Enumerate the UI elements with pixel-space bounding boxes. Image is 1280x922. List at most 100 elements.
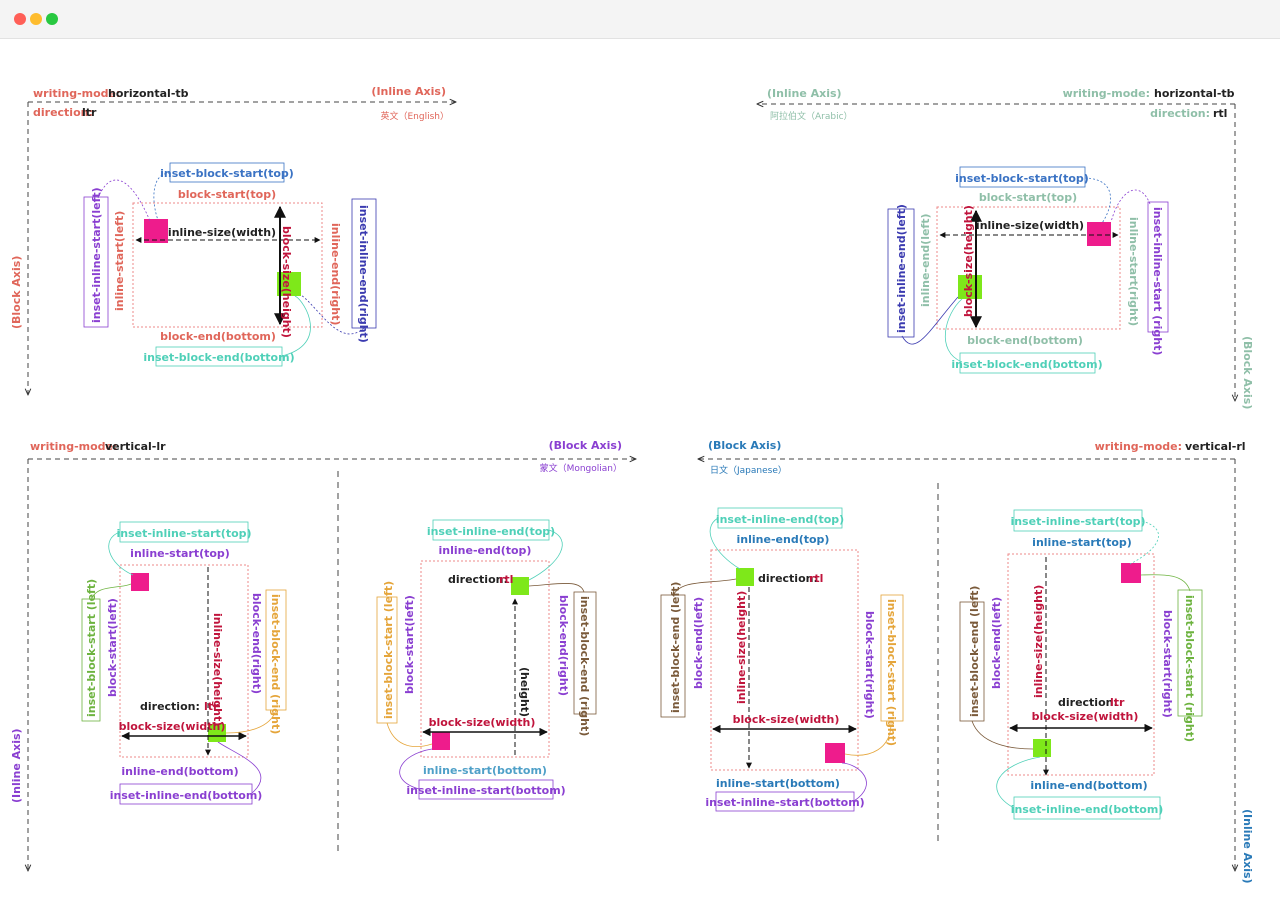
- q3-writing-mode-key: writing-mode:: [30, 440, 117, 453]
- q2-inset-inline-start: inset-inline-start (right): [1151, 207, 1164, 355]
- q3b-connector-inline-end: [528, 529, 563, 581]
- q4-block-axis-label: (Block Axis): [708, 439, 781, 452]
- q4a-inset-block-end: inset-block-end (left): [669, 582, 682, 713]
- minimize-window-dot[interactable]: [30, 13, 42, 25]
- q3a-inset-inline-end: inset-inline-end(bottom): [110, 789, 263, 802]
- q4-writing-mode-key: writing-mode:: [1095, 440, 1182, 453]
- q3a-inset-block-end: inset-block-end (right): [269, 594, 282, 734]
- q1-inset-block-end-box: [155, 346, 283, 367]
- maximize-window-dot[interactable]: [46, 13, 58, 25]
- q4a-inline-start: inline-start(bottom): [716, 777, 840, 790]
- q3a-block-end: block-end(right): [250, 593, 263, 694]
- q4b-connector-block-end: [971, 720, 1034, 750]
- q3-writing-mode-value: vertical-lr: [105, 440, 166, 453]
- q3b-direction-key: direction:: [448, 573, 508, 586]
- q1-inset-block-start: inset-block-start(top): [160, 167, 294, 180]
- q3a-start-marker: [131, 573, 149, 591]
- q3a-block-start: block-start(left): [106, 598, 119, 697]
- q3b-inline-start: inline-start(bottom): [423, 764, 547, 777]
- q1-inset-inline-start: inset-inline-start(left): [90, 187, 103, 323]
- q4b-block-start: block-start(right): [1161, 610, 1174, 718]
- q4b-inset-inline-end: inset-inline-end(bottom): [1011, 803, 1164, 816]
- q4a-direction-value: rtl: [809, 572, 823, 585]
- q2-block-axis-label: (Block Axis): [1241, 336, 1254, 409]
- q3a-inset-block-start: inset-block-start (left): [85, 579, 98, 717]
- q2-direction-key: direction:: [1150, 107, 1210, 120]
- q1-writing-mode-value: horizontal-tb: [108, 87, 189, 100]
- writing-mode-diagram: writing-mode: horizontal-tb direction: l…: [10, 85, 1254, 884]
- q3a-direction-value: ltr: [204, 700, 219, 713]
- q4a-connector-block-start: [844, 720, 892, 756]
- q3a-inline-end: inline-end(bottom): [121, 765, 238, 778]
- q1-direction-value: ltr: [82, 106, 97, 119]
- q2-inset-inline-end-box: [887, 208, 915, 338]
- q1-block-start: block-start(top): [178, 188, 276, 201]
- q1-inset-inline-start-box: [83, 196, 109, 328]
- q4a-inline-end: inline-end(top): [737, 533, 830, 546]
- q2-direction-value: rtl: [1213, 107, 1227, 120]
- quadrant-vertical-rl: (Block Axis) 日文（Japanese） writing-mode: …: [660, 439, 1254, 884]
- q4b-inset-inline-start-box: [1013, 509, 1143, 532]
- q3a-connector-block-end: [225, 709, 277, 734]
- q2-element-box: [936, 206, 1121, 330]
- q4-inline-axis-label: (Inline Axis): [1241, 809, 1254, 884]
- q1-writing-mode-key: writing-mode:: [33, 87, 120, 100]
- q4a-block-end: block-end(left): [692, 597, 705, 689]
- q4b-direction-key: direction:: [1058, 696, 1118, 709]
- q1-inline-end: inline-end(right): [329, 223, 342, 325]
- q1-block-end: block-end(bottom): [160, 330, 276, 343]
- q2-block-size: block-size(height): [962, 205, 975, 317]
- q4a-start-marker: [736, 568, 754, 586]
- q2-inline-start: inline-start(right): [1127, 217, 1140, 326]
- q4a-inset-block-end-box: [660, 594, 686, 718]
- q4a-element-box: [710, 549, 859, 771]
- q4a-inline-size: inline-size(height): [735, 591, 748, 704]
- q3-inline-axis-label: (Inline Axis): [10, 728, 23, 803]
- q1-connector-inline-end: [300, 294, 365, 335]
- q4b-inset-inline-start: inset-inline-start(top): [1010, 515, 1145, 528]
- q4a-connector-block-end: [672, 578, 737, 597]
- q4a-inset-block-start: inset-block-start (right): [885, 599, 898, 746]
- q2-writing-mode-value: horizontal-tb: [1154, 87, 1235, 100]
- q4b-inset-block-end: inset-block-end (left): [968, 586, 981, 717]
- q1-inline-size: inline-size(width): [168, 226, 276, 239]
- q3b-inset-block-end-box: [573, 591, 597, 715]
- q4a-end-marker: [825, 743, 845, 763]
- q3b-connector-block-start: [386, 722, 433, 748]
- q2-writing-mode-key: writing-mode:: [1063, 87, 1150, 100]
- q3a-direction-key: direction:: [140, 700, 200, 713]
- q3b-direction-value: rtl: [499, 573, 513, 586]
- window-titlebar: [0, 0, 1280, 39]
- q1-inset-block-start-box: [169, 162, 285, 183]
- q4b-connector-inline-end: [996, 756, 1041, 809]
- q3b-block-end: block-end(right): [557, 595, 570, 696]
- q2-inset-block-end-box: [959, 352, 1096, 374]
- q4a-inset-inline-start-box: [715, 791, 855, 812]
- q4a-block-start: block-start(right): [863, 611, 876, 719]
- q4a-connector-inline-end: [709, 517, 741, 570]
- q3b-inline-end: inline-end(top): [439, 544, 532, 557]
- q4b-element-box: [1007, 553, 1155, 776]
- q2-block-end: block-end(bottom): [967, 334, 1083, 347]
- q2-block-start: block-start(top): [979, 191, 1077, 204]
- q1-inset-inline-end-box: [351, 198, 377, 329]
- q2-inset-inline-start-box: [1147, 201, 1169, 333]
- q2-inset-inline-end: inset-inline-end(left): [895, 204, 908, 333]
- close-window-dot[interactable]: [14, 13, 26, 25]
- quadrant-horizontal-ltr: writing-mode: horizontal-tb direction: l…: [10, 85, 456, 395]
- q4b-direction-value: ltr: [1110, 696, 1125, 709]
- q3-language-label: 蒙文（Mongolian）: [540, 462, 622, 474]
- q1-inset-block-end: inset-block-end(bottom): [143, 351, 294, 364]
- q1-connector-block-end: [281, 295, 311, 357]
- q3a-block-size: block-size(width): [119, 720, 226, 733]
- q4b-connector-block-start: [1140, 574, 1191, 592]
- q3a-element-box: [119, 564, 249, 758]
- q2-language-label: 阿拉伯文（Arabic）: [770, 110, 853, 122]
- q1-direction-key: direction:: [33, 106, 93, 119]
- q4a-inset-inline-start: inset-inline-start(bottom): [705, 796, 864, 809]
- q4a-inset-inline-end: inset-inline-end(top): [716, 513, 844, 526]
- q4b-block-size: block-size(width): [1032, 710, 1139, 723]
- q1-inline-start: inline-start(left): [113, 211, 126, 311]
- q2-inset-block-start-box: [959, 166, 1086, 188]
- q3b-inset-inline-end: inset-inline-end(top): [427, 525, 555, 538]
